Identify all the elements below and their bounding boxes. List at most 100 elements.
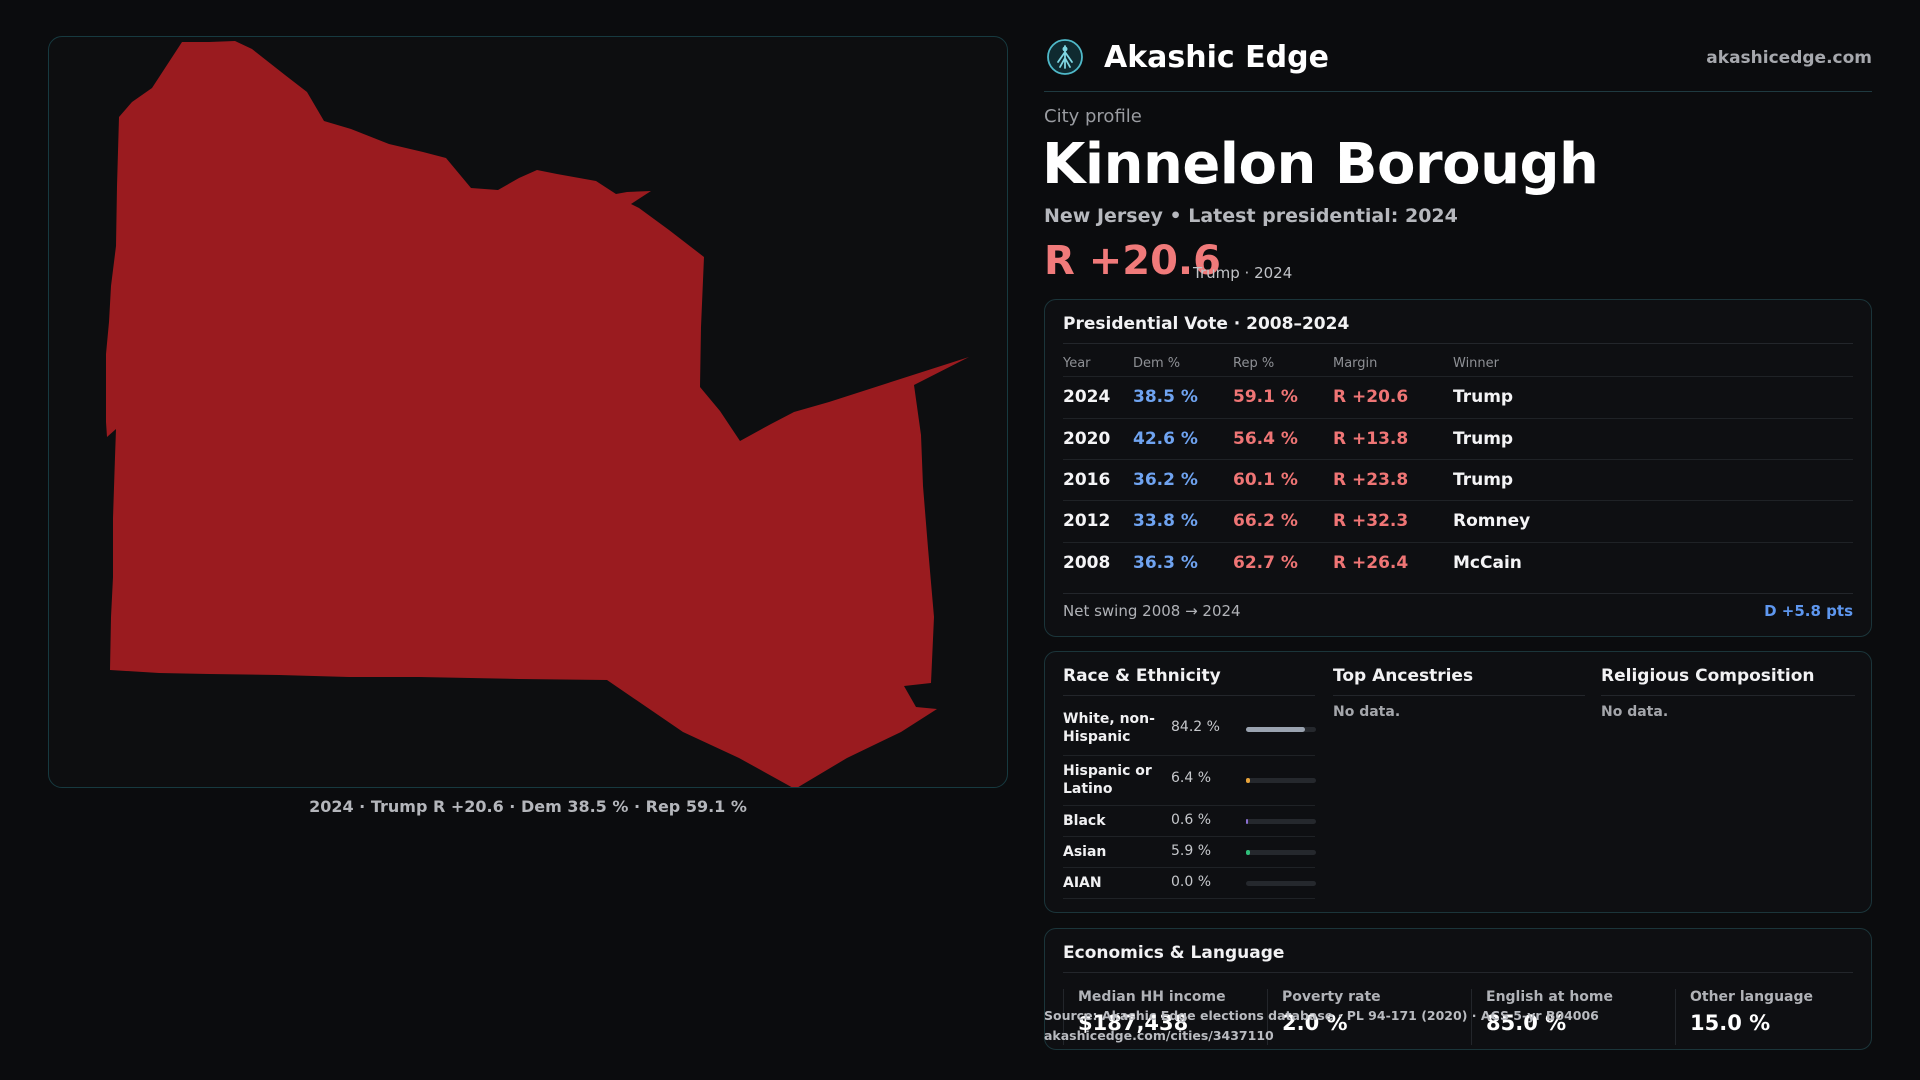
cell-dem: 33.8 % — [1133, 511, 1198, 531]
column-header-year: Year — [1063, 356, 1091, 371]
column-header-dem: Dem % — [1133, 356, 1181, 371]
stat-value: $187,438 — [1078, 1011, 1189, 1035]
table-header: Year Dem % Rep % Margin Winner — [1063, 350, 1853, 376]
site-link[interactable]: akashicedge.com — [1706, 48, 1872, 68]
map-caption: 2024 · Trump R +20.6 · Dem 38.5 % · Rep … — [309, 797, 747, 816]
cell-margin: R +32.3 — [1333, 511, 1409, 531]
ancestries-section: Top Ancestries No data. — [1333, 652, 1585, 912]
stat-label: Median HH income — [1078, 989, 1226, 1005]
brand-name: Akashic Edge — [1104, 40, 1329, 75]
cell-year: 2016 — [1063, 470, 1111, 490]
card-title: Economics & Language — [1063, 943, 1285, 963]
table-row: 2012 33.8 % 66.2 % R +32.3 Romney — [1063, 500, 1853, 542]
race-label: Black — [1063, 813, 1106, 829]
race-value: 0.6 % — [1171, 812, 1212, 828]
city-boundary-map — [106, 41, 969, 788]
cell-winner: McCain — [1453, 553, 1522, 573]
cell-dem: 38.5 % — [1133, 387, 1198, 407]
race-label: White, non-Hispanic — [1063, 711, 1155, 745]
card-title: Presidential Vote · 2008–2024 — [1063, 314, 1350, 334]
column-header-winner: Winner — [1453, 356, 1500, 371]
cell-year: 2020 — [1063, 429, 1111, 449]
cell-rep: 60.1 % — [1233, 470, 1298, 490]
cell-margin: R +13.8 — [1333, 429, 1409, 449]
race-row: Hispanic or Latino 6.4 % — [1063, 756, 1316, 806]
stat-other-language: Other language 15.0 % — [1675, 989, 1865, 1045]
source-url[interactable]: akashicedge.com/cities/3437110 — [1044, 1028, 1274, 1043]
cell-winner: Trump — [1453, 429, 1514, 449]
race-bar-track — [1246, 727, 1316, 732]
map-panel[interactable] — [48, 36, 1008, 788]
table-row: 2016 36.2 % 60.1 % R +23.8 Trump — [1063, 459, 1853, 501]
table-row: 2024 38.5 % 59.1 % R +20.6 Trump — [1063, 376, 1853, 418]
race-bar-fill — [1246, 727, 1305, 732]
swing-label: Net swing 2008 → 2024 — [1063, 602, 1241, 620]
stat-english-at-home: English at home 85.0 % — [1471, 989, 1671, 1045]
presidential-vote-card: Presidential Vote · 2008–2024 Year Dem %… — [1044, 299, 1872, 637]
cell-rep: 62.7 % — [1233, 553, 1298, 573]
race-bar-track — [1246, 850, 1316, 855]
cell-dem: 36.2 % — [1133, 470, 1198, 490]
cell-year: 2012 — [1063, 511, 1111, 531]
religion-section: Religious Composition No data. — [1601, 652, 1855, 912]
stat-value: 2.0 % — [1282, 1011, 1348, 1035]
empty-state: No data. — [1601, 704, 1669, 720]
swing-value: D +5.8 pts — [1764, 602, 1853, 620]
header: Akashic Edge akashicedge.com — [1044, 34, 1872, 92]
cell-year: 2008 — [1063, 553, 1111, 573]
latest-margin: R +20.6 — [1044, 238, 1221, 284]
demographics-card: Race & Ethnicity White, non-Hispanic 84.… — [1044, 651, 1872, 913]
column-header-rep: Rep % — [1233, 356, 1275, 371]
divider — [1063, 343, 1853, 344]
divider — [1063, 972, 1853, 973]
race-row: AIAN 0.0 % — [1063, 868, 1316, 899]
cell-dem: 36.3 % — [1133, 553, 1198, 573]
race-bar-track — [1246, 881, 1316, 886]
race-value: 6.4 % — [1171, 770, 1212, 786]
cell-margin: R +26.4 — [1333, 553, 1409, 573]
section-title: Religious Composition — [1601, 666, 1815, 686]
cell-winner: Trump — [1453, 387, 1514, 407]
city-boundary-shape[interactable] — [106, 41, 969, 788]
page-kicker: City profile — [1044, 106, 1142, 127]
race-ethnicity-section: Race & Ethnicity White, non-Hispanic 84.… — [1063, 652, 1316, 912]
race-label: Asian — [1063, 844, 1107, 860]
race-value: 84.2 % — [1171, 719, 1220, 735]
race-value: 5.9 % — [1171, 843, 1212, 859]
race-value: 0.0 % — [1171, 874, 1212, 890]
stat-value: 15.0 % — [1690, 1011, 1771, 1035]
swing-summary: Net swing 2008 → 2024 D +5.8 pts — [1063, 593, 1853, 620]
race-row: Black 0.6 % — [1063, 806, 1316, 837]
race-bar-fill — [1246, 778, 1251, 783]
race-bar-fill — [1246, 850, 1251, 855]
stat-value: 85.0 % — [1486, 1011, 1567, 1035]
page-title: Kinnelon Borough — [1042, 132, 1599, 197]
race-bar-track — [1246, 819, 1316, 824]
empty-state: No data. — [1333, 704, 1401, 720]
cell-margin: R +23.8 — [1333, 470, 1409, 490]
cell-rep: 66.2 % — [1233, 511, 1298, 531]
cell-winner: Romney — [1453, 511, 1531, 531]
cell-winner: Trump — [1453, 470, 1514, 490]
column-header-margin: Margin — [1333, 356, 1378, 371]
section-title: Race & Ethnicity — [1063, 666, 1221, 686]
stat-label: Poverty rate — [1282, 989, 1381, 1005]
cell-margin: R +20.6 — [1333, 387, 1409, 407]
economics-card: Economics & Language Median HH income $1… — [1044, 928, 1872, 1050]
race-bar-track — [1246, 778, 1316, 783]
stat-poverty-rate: Poverty rate 2.0 % — [1267, 989, 1467, 1045]
table-row: 2008 36.3 % 62.7 % R +26.4 McCain — [1063, 542, 1853, 584]
race-bar-fill — [1246, 819, 1248, 824]
race-row: White, non-Hispanic 84.2 % — [1063, 704, 1316, 756]
cell-rep: 56.4 % — [1233, 429, 1298, 449]
stat-label: Other language — [1690, 989, 1813, 1005]
divider — [1601, 695, 1855, 696]
cell-year: 2024 — [1063, 387, 1111, 407]
stat-median-income: Median HH income $187,438 — [1063, 989, 1263, 1045]
page-subtitle: New Jersey • Latest presidential: 2024 — [1044, 205, 1458, 227]
race-label: AIAN — [1063, 875, 1102, 891]
stat-label: English at home — [1486, 989, 1614, 1005]
cell-rep: 59.1 % — [1233, 387, 1298, 407]
divider — [1063, 695, 1315, 696]
race-row: Asian 5.9 % — [1063, 837, 1316, 868]
